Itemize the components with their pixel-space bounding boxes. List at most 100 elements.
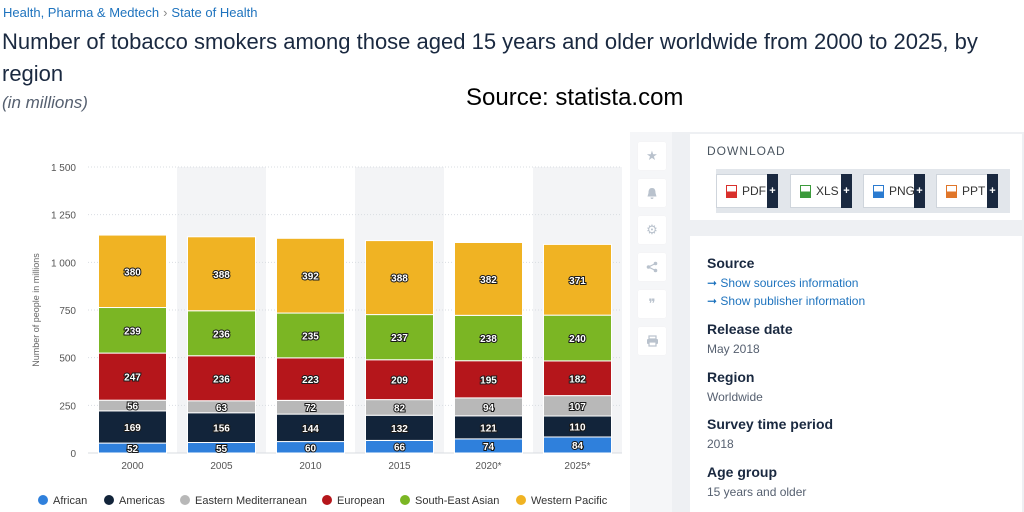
data-label: 72 <box>305 403 317 414</box>
bar-segment <box>276 237 345 314</box>
plus-icon: + <box>767 174 778 208</box>
download-xls-button[interactable]: XLS + <box>790 174 852 208</box>
legend-marker <box>104 495 114 505</box>
legend-marker <box>180 495 190 505</box>
data-label: 144 <box>302 424 319 435</box>
download-heading: DOWNLOAD <box>707 144 786 158</box>
data-label: 236 <box>213 374 230 385</box>
data-label: 52 <box>127 444 139 455</box>
data-label: 74 <box>483 442 495 453</box>
release-date-value: May 2018 <box>707 342 760 356</box>
plus-icon: + <box>841 174 852 208</box>
gear-icon[interactable]: ⚙ <box>638 216 666 244</box>
y-tick-label: 750 <box>59 306 76 317</box>
data-label: 55 <box>216 444 228 455</box>
legend-label: European <box>337 495 385 507</box>
bar-segment <box>98 307 167 354</box>
x-tick-label: 2025* <box>564 461 590 472</box>
legend-label: South-East Asian <box>415 495 499 507</box>
bar-segment <box>365 359 434 401</box>
breadcrumb: Health, Pharma & Medtech › State of Health <box>3 5 257 20</box>
legend-marker <box>322 495 332 505</box>
show-publisher-link[interactable]: ➞ Show publisher information <box>707 294 866 308</box>
data-label: 239 <box>124 326 141 337</box>
legend-label: Eastern Mediterranean <box>195 495 307 507</box>
data-label: 84 <box>572 441 584 452</box>
stacked-bar-chart: 0 250 500 750 1 000 1 250 1 500 Number of peopl… <box>31 163 622 507</box>
page-title: Number of tobacco smokers among those ag… <box>2 29 978 86</box>
download-panel: DOWNLOAD PDF + XLS + PNG + PPT + <box>690 134 1022 220</box>
png-file-icon <box>873 184 884 198</box>
source-label: Source <box>707 255 755 271</box>
data-label: 56 <box>127 402 139 413</box>
region-label: Region <box>707 369 755 385</box>
y-tick-label: 1 000 <box>51 258 76 269</box>
pdf-label: PDF <box>742 184 766 198</box>
share-icon[interactable] <box>638 253 666 281</box>
y-axis-label: Number of people in millions <box>31 253 41 367</box>
bar-segment <box>543 360 612 397</box>
data-label: 382 <box>480 275 497 286</box>
download-png-button[interactable]: PNG + <box>863 174 925 208</box>
bar-segment <box>454 242 523 316</box>
x-tick-label: 2020* <box>475 461 501 472</box>
statistic-info-panel: Source ➞ Show sources information ➞ Show… <box>690 236 1022 512</box>
data-label: 60 <box>305 443 317 454</box>
y-tick-label: 1 250 <box>51 211 76 222</box>
survey-period-value: 2018 <box>707 437 734 451</box>
source-overlay-text: Source: statista.com <box>466 84 684 111</box>
data-label: 169 <box>124 423 141 434</box>
data-label: 238 <box>480 334 497 345</box>
breadcrumb-item-state-of-health[interactable]: State of Health <box>171 5 258 20</box>
bar-segment <box>187 236 256 312</box>
data-label: 236 <box>213 329 230 340</box>
show-sources-link[interactable]: ➞ Show sources information <box>707 276 859 290</box>
data-label: 223 <box>302 375 319 386</box>
data-label: 195 <box>480 375 497 386</box>
legend-label: African <box>53 495 87 507</box>
data-label: 94 <box>483 403 495 414</box>
x-tick-label: 2005 <box>210 461 233 472</box>
ppt-label: PPT <box>962 184 986 198</box>
breadcrumb-separator: › <box>163 5 168 20</box>
bar-segment <box>187 310 256 357</box>
quote-icon[interactable]: ❞ <box>638 290 666 318</box>
legend-marker <box>516 495 526 505</box>
bar-segment <box>187 355 256 402</box>
data-label: 182 <box>569 374 586 385</box>
legend-marker <box>400 495 410 505</box>
print-icon[interactable] <box>638 327 666 355</box>
bar-segment <box>276 312 345 359</box>
data-label: 121 <box>480 423 497 434</box>
breadcrumb-item-health[interactable]: Health, Pharma & Medtech <box>3 5 160 20</box>
data-label: 110 <box>569 422 586 433</box>
download-pdf-button[interactable]: PDF + <box>716 174 778 208</box>
xls-file-icon <box>800 184 811 198</box>
region-value: Worldwide <box>707 390 763 404</box>
data-label: 392 <box>302 272 319 283</box>
data-label: 371 <box>569 276 586 287</box>
bar-segment <box>543 243 612 316</box>
data-label: 63 <box>216 403 228 414</box>
star-icon[interactable]: ★ <box>638 142 666 170</box>
data-label: 107 <box>569 402 586 413</box>
download-ppt-button[interactable]: PPT + <box>936 174 998 208</box>
data-label: 66 <box>394 443 406 454</box>
age-group-label: Age group <box>707 464 777 480</box>
data-label: 132 <box>391 424 408 435</box>
plus-icon: + <box>914 174 925 208</box>
y-tick-label: 250 <box>59 401 76 412</box>
bar-segment <box>365 240 434 316</box>
bell-icon[interactable] <box>638 179 666 207</box>
pdf-file-icon <box>726 184 737 198</box>
data-label: 388 <box>213 270 230 281</box>
data-label: 82 <box>394 403 406 414</box>
legend-marker <box>38 495 48 505</box>
data-label: 156 <box>213 424 230 435</box>
plus-icon: + <box>987 174 998 208</box>
legend-label: Western Pacific <box>531 495 608 507</box>
bar-segment <box>98 234 167 309</box>
download-buttons: PDF + XLS + PNG + PPT + <box>716 169 1010 213</box>
survey-period-label: Survey time period <box>707 416 834 432</box>
bar-segment <box>454 314 523 362</box>
